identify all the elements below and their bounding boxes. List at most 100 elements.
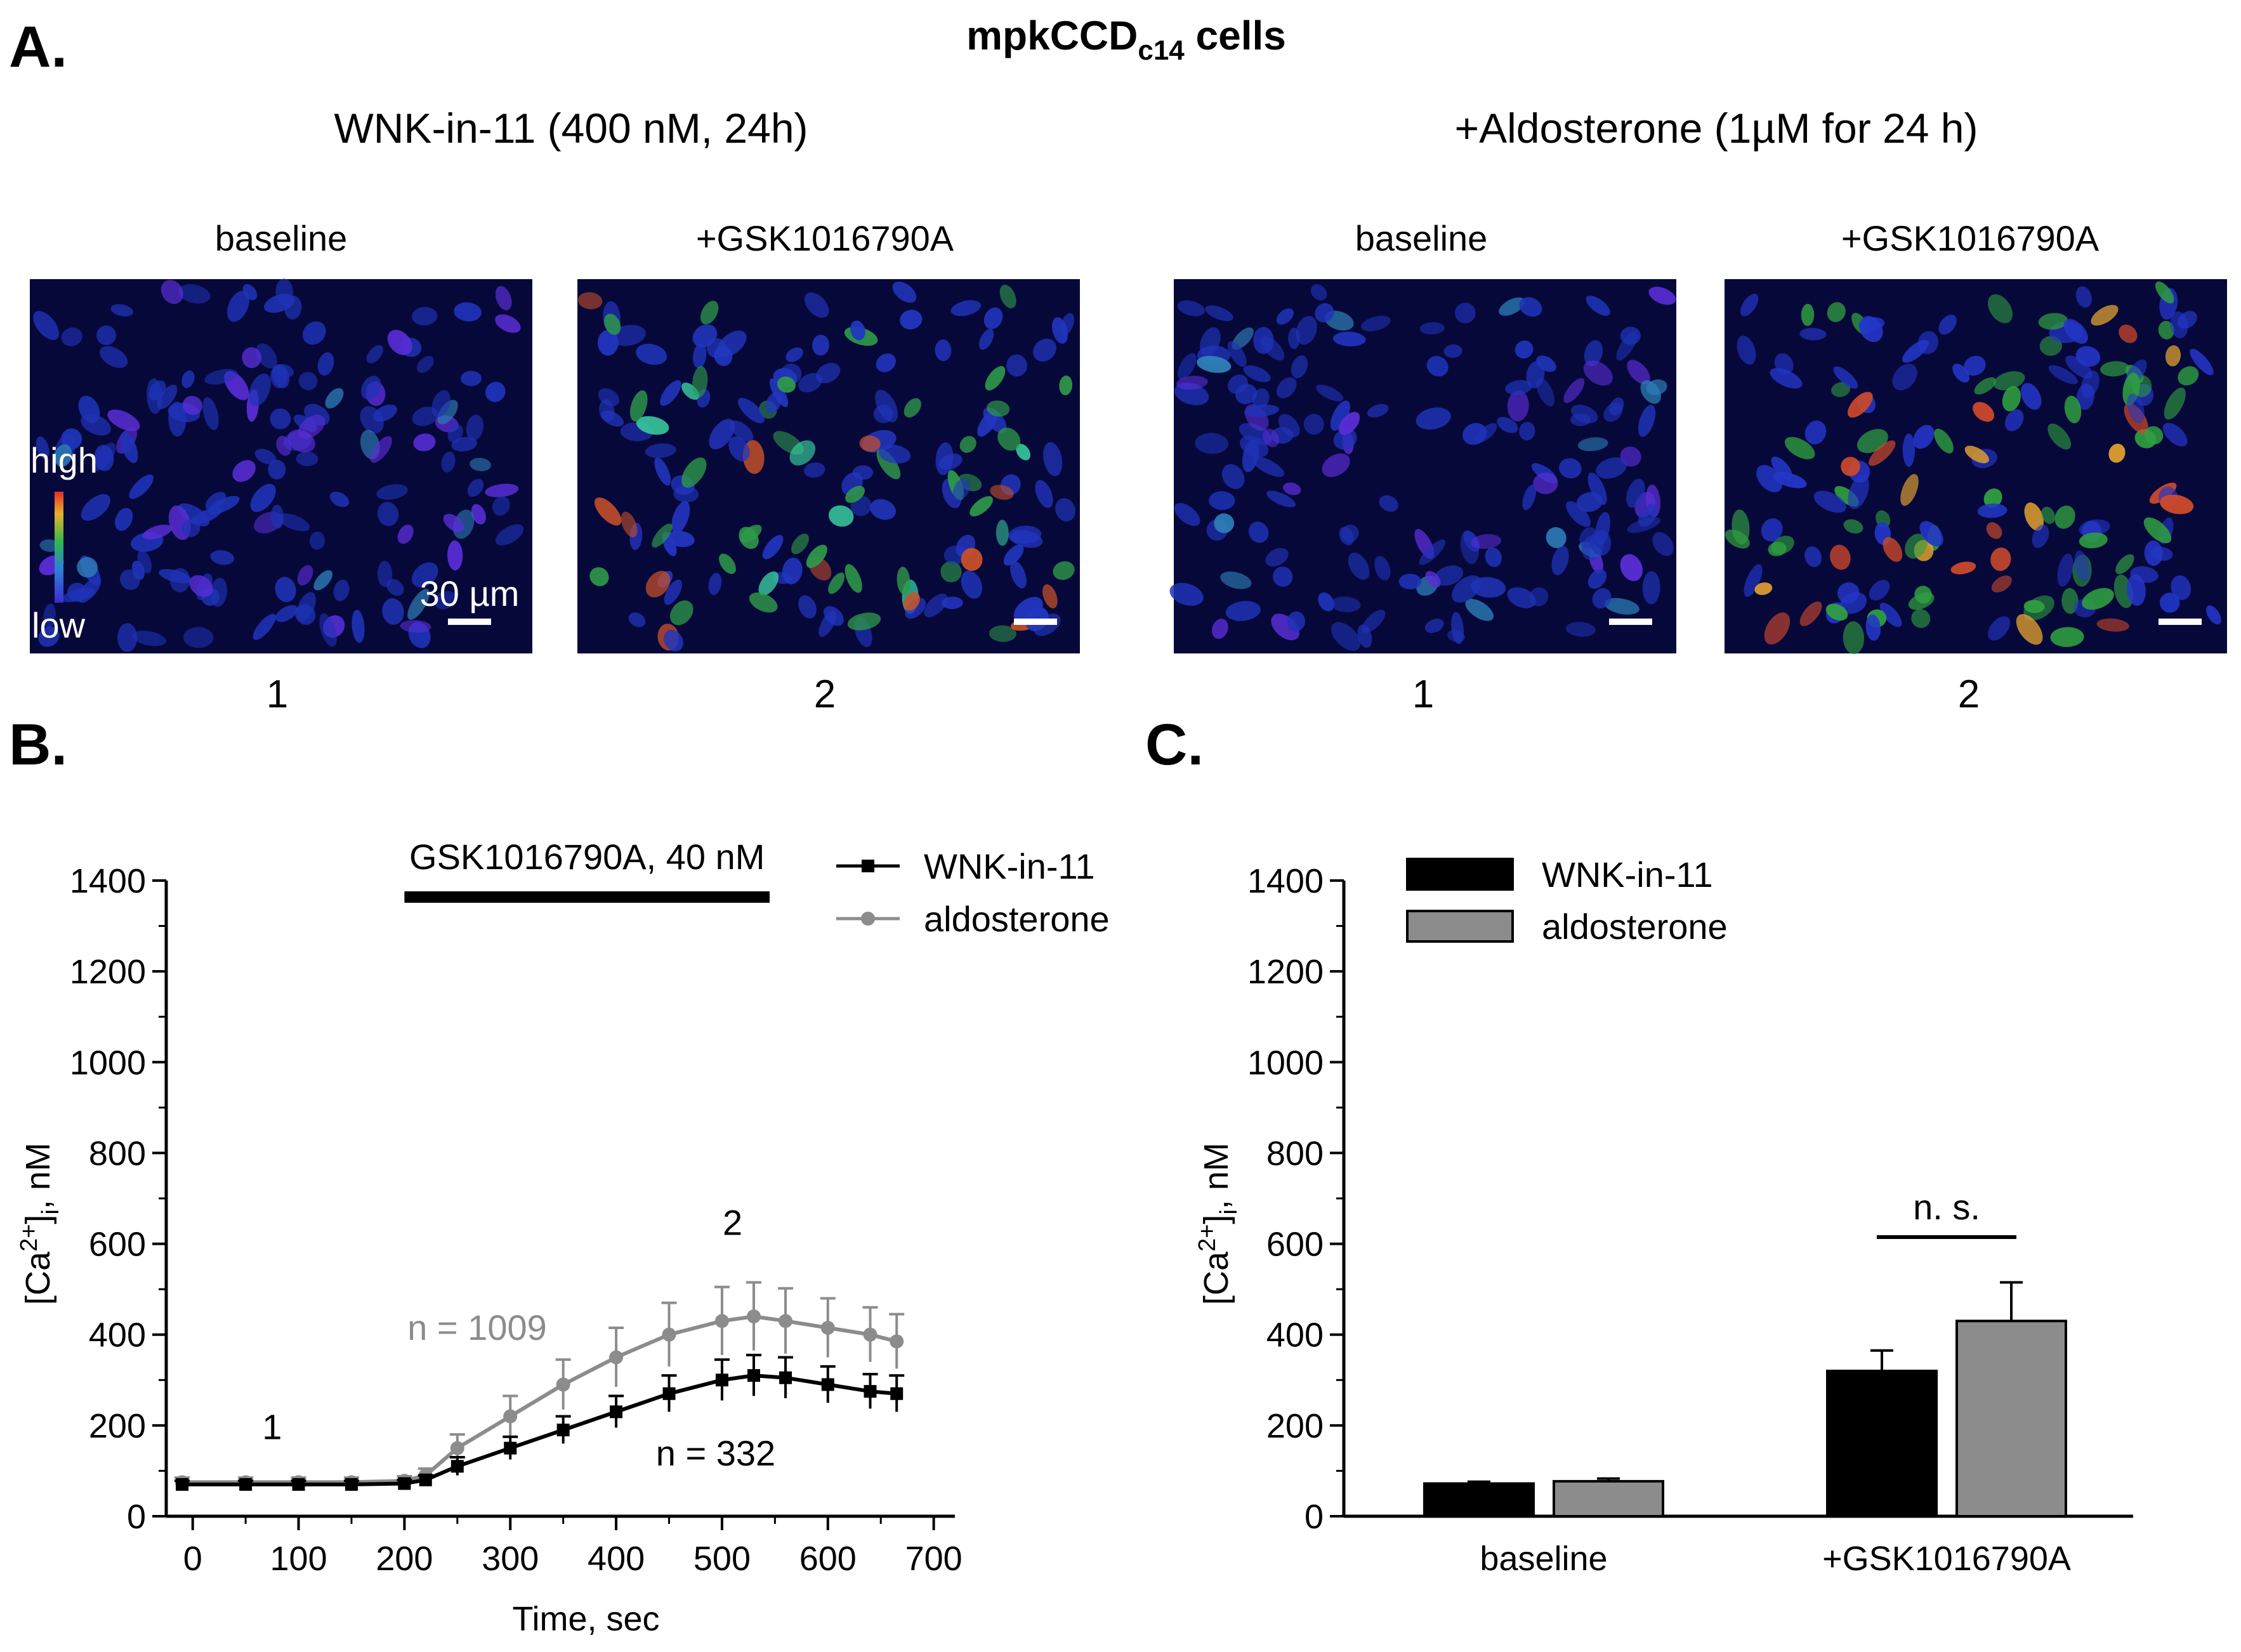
cell [1533,473,1558,494]
cell [270,408,291,429]
cell [242,347,261,369]
scalebar [448,619,491,625]
cell [828,505,854,527]
cell [202,397,219,430]
cell [1536,377,1554,407]
cell [1178,353,1197,379]
cell [1987,294,2013,324]
data-point [450,1460,464,1473]
cell [664,579,682,605]
cell [2082,587,2114,610]
cell [2032,525,2049,548]
cell [859,435,881,452]
cell [1265,547,1289,567]
cell [1576,492,1603,512]
cell [645,570,671,598]
cell [2091,305,2119,326]
cell [178,284,211,304]
cell [495,524,524,546]
cell [1462,423,1487,445]
cell [1374,556,1391,581]
cell [804,292,829,318]
cell [1035,480,1053,508]
cell [1620,554,1643,581]
cell [941,596,963,610]
cell [309,532,325,550]
cell [1471,534,1502,549]
cell [412,306,438,326]
cell [777,376,796,393]
cell [749,592,778,613]
cell [1914,586,1932,604]
cell [985,366,1006,391]
micrograph-aldo-baseline [1169,279,1676,653]
cell [1379,495,1398,512]
cell [876,353,896,372]
cell [302,321,326,345]
cell [1952,364,1969,383]
cell [1485,547,1502,567]
x-category-label: baseline [1480,1540,1607,1578]
cell [1331,596,1361,612]
cell [692,366,708,398]
cell [1291,355,1308,379]
cell [1990,547,2011,571]
image-title: baseline [1355,218,1488,258]
cell [454,302,482,322]
cell [2050,627,2084,647]
cell [1497,417,1518,433]
cell [660,380,681,406]
cell [1209,491,1235,510]
cell [96,325,116,345]
cell [1252,456,1285,477]
cell [1249,521,1269,543]
cell [33,311,59,340]
cell [2171,575,2192,600]
cell [1587,569,1607,589]
colorbar-high-label: high [30,440,98,480]
cell [1627,360,1650,384]
legend-marker [861,912,875,926]
cell [935,442,954,475]
cell [1419,322,1445,335]
micrograph-wnk-baseline [30,279,532,653]
cell [115,508,133,531]
cell [1454,302,1476,324]
cell [397,524,414,544]
cell [999,284,1016,309]
cell [447,540,463,571]
image-title: baseline [215,218,348,258]
x-tick-label: 700 [905,1540,963,1578]
cell [2057,553,2073,587]
data-point [556,1424,570,1437]
cell [630,390,648,422]
cell [36,436,49,459]
cell [325,388,344,409]
data-point [747,1369,760,1382]
x-category-label: +GSK1016790A [1822,1540,2071,1578]
cell [1592,588,1612,609]
cell [1287,611,1306,632]
cell [1507,390,1529,422]
cell [2190,348,2214,376]
cell [461,370,482,386]
legend-label: aldosterone [1542,907,1728,947]
cell [1563,378,1585,403]
cell [1986,522,2002,539]
cell [386,579,404,596]
cell [2100,361,2129,377]
cell [471,504,486,525]
cell [673,485,699,503]
cell [1983,488,2002,508]
cell [1830,544,1851,570]
cell [728,436,750,462]
cell [1505,380,1532,395]
cell [416,356,434,373]
cell [671,501,690,534]
series-WNK-in-11 [174,1353,905,1491]
cell [1825,603,1848,621]
cell [100,346,128,368]
cell [1991,575,2012,593]
panel-c: C. 0 200 400 600 800 1000 1200 1400 [Ca2+]i, nM b… [1145,712,2133,1578]
cell [485,381,506,402]
